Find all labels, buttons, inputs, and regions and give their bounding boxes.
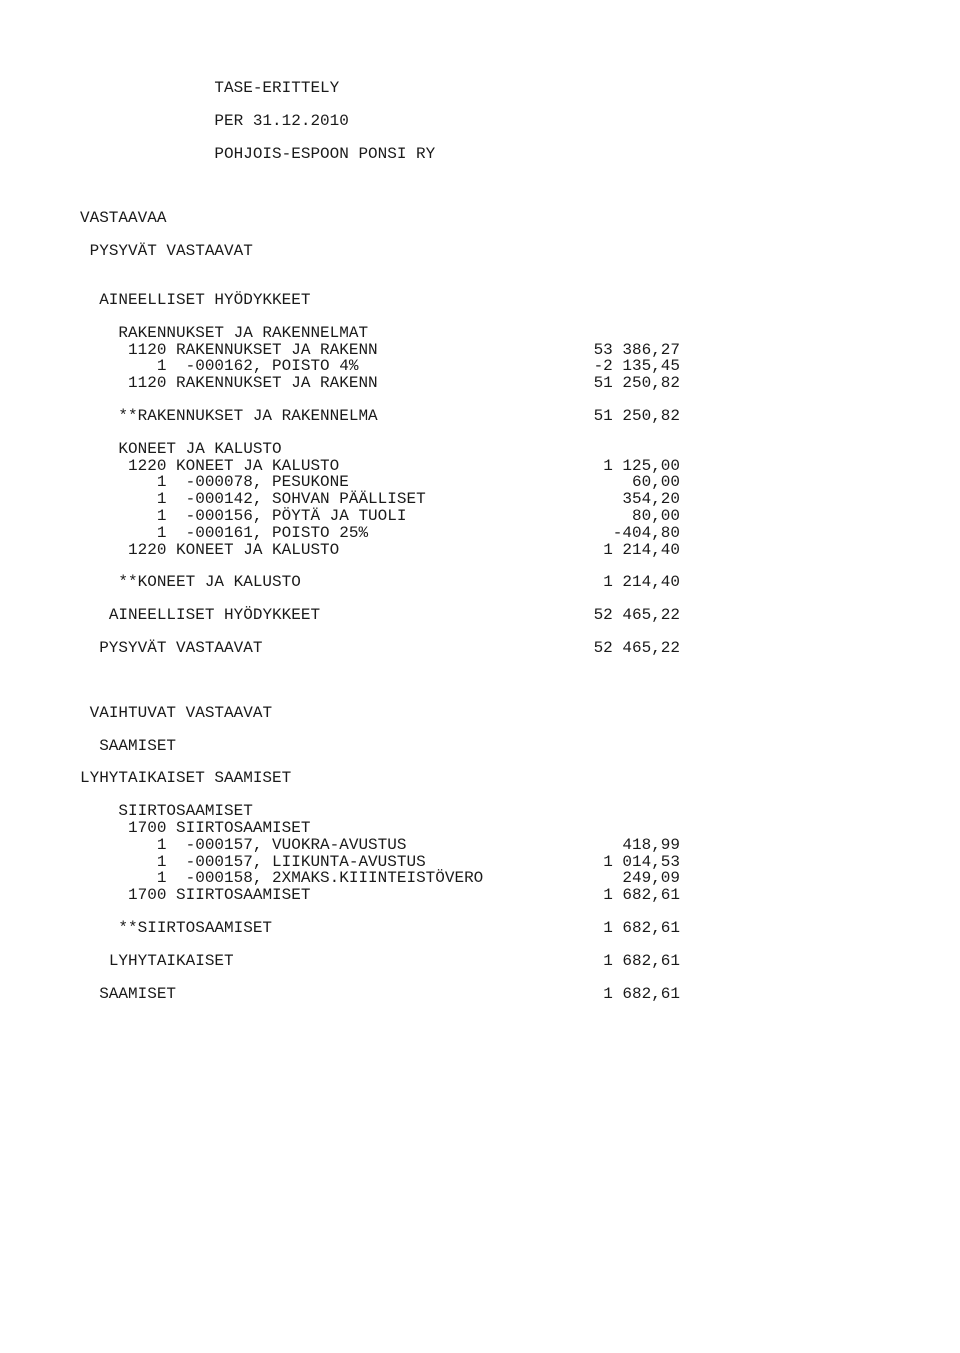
total-lyhytaikaiset: LYHYTAIKAISET1 682,61 bbox=[80, 953, 880, 970]
line-1120-2: 1120 RAKENNUKSET JA RAKENN51 250,82 bbox=[80, 375, 880, 392]
line-1700-0: 1700 SIIRTOSAAMISET bbox=[80, 820, 880, 837]
line-sohvan: 1 -000142, SOHVAN PÄÄLLISET354,20 bbox=[80, 491, 880, 508]
section-aineelliset: AINEELLISET HYÖDYKKEET bbox=[80, 292, 880, 309]
line-1700-1: 1700 SIIRTOSAAMISET1 682,61 bbox=[80, 887, 880, 904]
line-1220-1: 1220 KONEET JA KALUSTO1 125,00 bbox=[80, 458, 880, 475]
header-org: POHJOIS-ESPOON PONSI RY bbox=[80, 146, 560, 163]
total-siirto: **SIIRTOSAAMISET1 682,61 bbox=[80, 920, 880, 937]
line-kiinteisto: 1 -000158, 2XMAKS.KIIINTEISTÖVERO249,09 bbox=[80, 870, 880, 887]
sub-rakennukset-title: RAKENNUKSET JA RAKENNELMAT bbox=[80, 325, 880, 342]
total-rakennukset: **RAKENNUKSET JA RAKENNELMA51 250,82 bbox=[80, 408, 880, 425]
line-1120-1: 1120 RAKENNUKSET JA RAKENN53 386,27 bbox=[80, 342, 880, 359]
line-liikunta: 1 -000157, LIIKUNTA-AVUSTUS1 014,53 bbox=[80, 854, 880, 871]
line-1220-2: 1220 KONEET JA KALUSTO1 214,40 bbox=[80, 542, 880, 559]
total-koneet: **KONEET JA KALUSTO1 214,40 bbox=[80, 574, 880, 591]
line-vuokra: 1 -000157, VUOKRA-AVUSTUS418,99 bbox=[80, 837, 880, 854]
header-org-row: POHJOIS-ESPOON PONSI RY bbox=[80, 146, 880, 163]
sub-koneet-title: KONEET JA KALUSTO bbox=[80, 441, 880, 458]
line-poisto4: 1 -000162, POISTO 4%-2 135,45 bbox=[80, 358, 880, 375]
section-saamiset: SAAMISET bbox=[80, 738, 880, 755]
line-poisto25: 1 -000161, POISTO 25%-404,80 bbox=[80, 525, 880, 542]
line-pesukone: 1 -000078, PESUKONE60,00 bbox=[80, 474, 880, 491]
sub-siirto-title: SIIRTOSAAMISET bbox=[80, 803, 880, 820]
header-date-row: PER 31.12.2010 bbox=[80, 113, 880, 130]
section-lyhytaikaiset: LYHYTAIKAISET SAAMISET bbox=[80, 770, 880, 787]
section-vastaavaa: VASTAAVAA bbox=[80, 210, 880, 227]
line-poyta: 1 -000156, PÖYTÄ JA TUOLI80,00 bbox=[80, 508, 880, 525]
header-date: PER 31.12.2010 bbox=[80, 113, 560, 130]
document-page: TASE-ERITTELY PER 31.12.2010 POHJOIS-ESP… bbox=[0, 0, 960, 1082]
section-pysyvat-vastaavat: PYSYVÄT VASTAAVAT bbox=[80, 243, 880, 260]
total-pysyvat: PYSYVÄT VASTAAVAT52 465,22 bbox=[80, 640, 880, 657]
header-title-row: TASE-ERITTELY bbox=[80, 80, 880, 97]
section-vaihtuvat: VAIHTUVAT VASTAAVAT bbox=[80, 705, 880, 722]
total-aineelliset: AINEELLISET HYÖDYKKEET52 465,22 bbox=[80, 607, 880, 624]
header-title: TASE-ERITTELY bbox=[80, 80, 560, 97]
total-saamiset: SAAMISET1 682,61 bbox=[80, 986, 880, 1003]
